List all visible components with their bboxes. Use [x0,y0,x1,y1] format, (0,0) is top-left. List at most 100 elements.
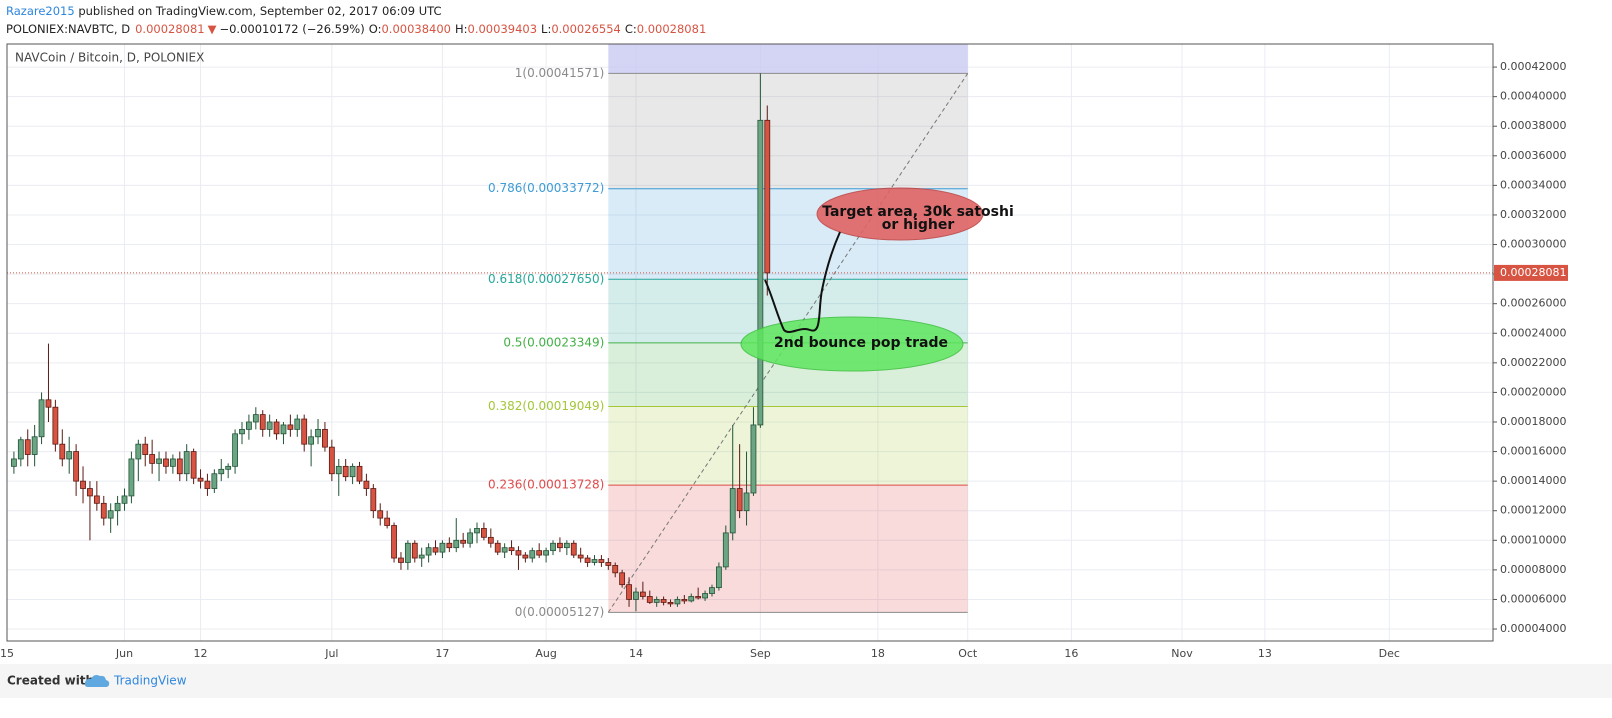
candle-body [31,436,38,455]
candle-body [404,542,411,563]
ohlc-key: H: [455,22,468,36]
candle-body [197,477,204,482]
candle-body [695,596,702,599]
last: 0.00028081 [135,22,205,36]
candle-body [418,554,425,559]
candle-body [225,465,232,470]
candle-body [342,465,349,478]
candle-body [481,528,487,538]
candle-body [653,599,660,603]
candle-body [736,488,743,512]
candle-body [322,428,328,448]
candle-body [142,443,149,455]
candle-body [273,421,280,435]
x-tick-label: Aug [535,647,556,660]
candle-body [557,542,563,549]
fib-label: 0.786(0.00033772) [488,181,604,195]
last-price-tag [1494,264,1568,281]
author[interactable]: Razare2015 [6,4,75,18]
candle-body [750,424,757,494]
fib-top-zone [608,44,968,74]
candle-body [487,536,494,544]
candle-body [439,542,446,553]
candle-body [176,458,183,475]
fib-label: 0.382(0.00019049) [488,399,604,413]
candle-body [218,468,225,475]
candle-body [190,451,197,479]
candle-body [543,550,550,556]
candle-body [183,451,190,475]
candle-body [757,119,764,426]
y-tick-label: 0.00006000 [1500,592,1566,605]
candle-body [363,480,370,489]
ohlc-value: 0.00026554 [551,22,621,36]
plot [6,44,1493,641]
y-tick-label: 0.00004000 [1500,622,1566,635]
candle-body [135,443,142,460]
symbol-line: POLONIEX:NAVBTC, D 0.00028081 ▼ −0.00010172… [6,22,706,36]
ohlc-value: 0.00028081 [637,22,707,36]
candle-body [667,602,674,605]
candle-body [121,495,128,504]
candle-body [163,458,169,467]
candle-body [598,559,605,563]
brand-name[interactable]: TradingView [113,674,187,688]
candle-body [467,532,473,544]
candle-body [474,528,480,534]
candle-body [80,480,86,489]
candle-body [100,502,107,519]
candle-body [66,451,73,460]
ohlc-key: L: [541,22,551,36]
candle-body [169,458,176,467]
candle-body [45,399,52,408]
candle-body [11,458,17,467]
y-tick-label: 0.00034000 [1500,178,1566,191]
x-tick-label: 14 [629,647,643,660]
symbol: POLONIEX:NAVBTC, D [6,22,130,36]
brand-logo [84,675,110,687]
hand-drawn-path [764,231,841,333]
candle-body [584,557,591,563]
y-tick-label: 0.00008000 [1500,563,1566,576]
bounce-text: 2nd bounce pop trade [774,335,948,351]
candle-body [266,421,273,430]
candle-body [59,443,66,460]
candle-body [550,542,556,552]
candle-body [246,421,252,430]
x-tick-label: 13 [1258,647,1272,660]
y-tick-label: 0.00014000 [1500,474,1566,487]
candle-body [612,565,619,574]
candle-body [114,502,121,512]
candle-body [335,465,342,475]
candle-body [702,593,708,599]
candle-body [301,418,308,445]
ohlc-value: 0.00038400 [381,22,451,36]
candle-body [156,458,162,464]
x-tick-label: Nov [1171,647,1193,660]
candle-body [570,542,577,556]
candle-body [508,547,515,552]
candle-body [577,554,584,559]
y-tick-label: 0.00012000 [1500,504,1566,517]
candle-body [232,433,238,467]
candle-body [280,424,287,435]
y-tick-label: 0.00042000 [1500,60,1566,73]
candle-body [501,547,508,553]
x-tick-label: Jun [115,647,133,660]
y-tick-label: 0.00010000 [1500,533,1566,546]
candle-body [515,550,522,556]
ohlc-key: C: [625,22,637,36]
candle-body [259,414,266,430]
y-tick-label: 0.00016000 [1500,445,1566,458]
candle-body [688,596,695,602]
fib-zone [608,485,968,613]
candle-body [93,495,100,504]
candle-body [446,542,453,549]
candle-body [370,488,377,512]
candle-body [398,557,404,563]
publish-info: published on TradingView.com, September … [75,4,442,18]
y-tick-label: 0.00022000 [1500,356,1566,369]
candle-body [17,439,24,460]
candle-body [709,587,715,594]
candle-body [674,599,681,605]
